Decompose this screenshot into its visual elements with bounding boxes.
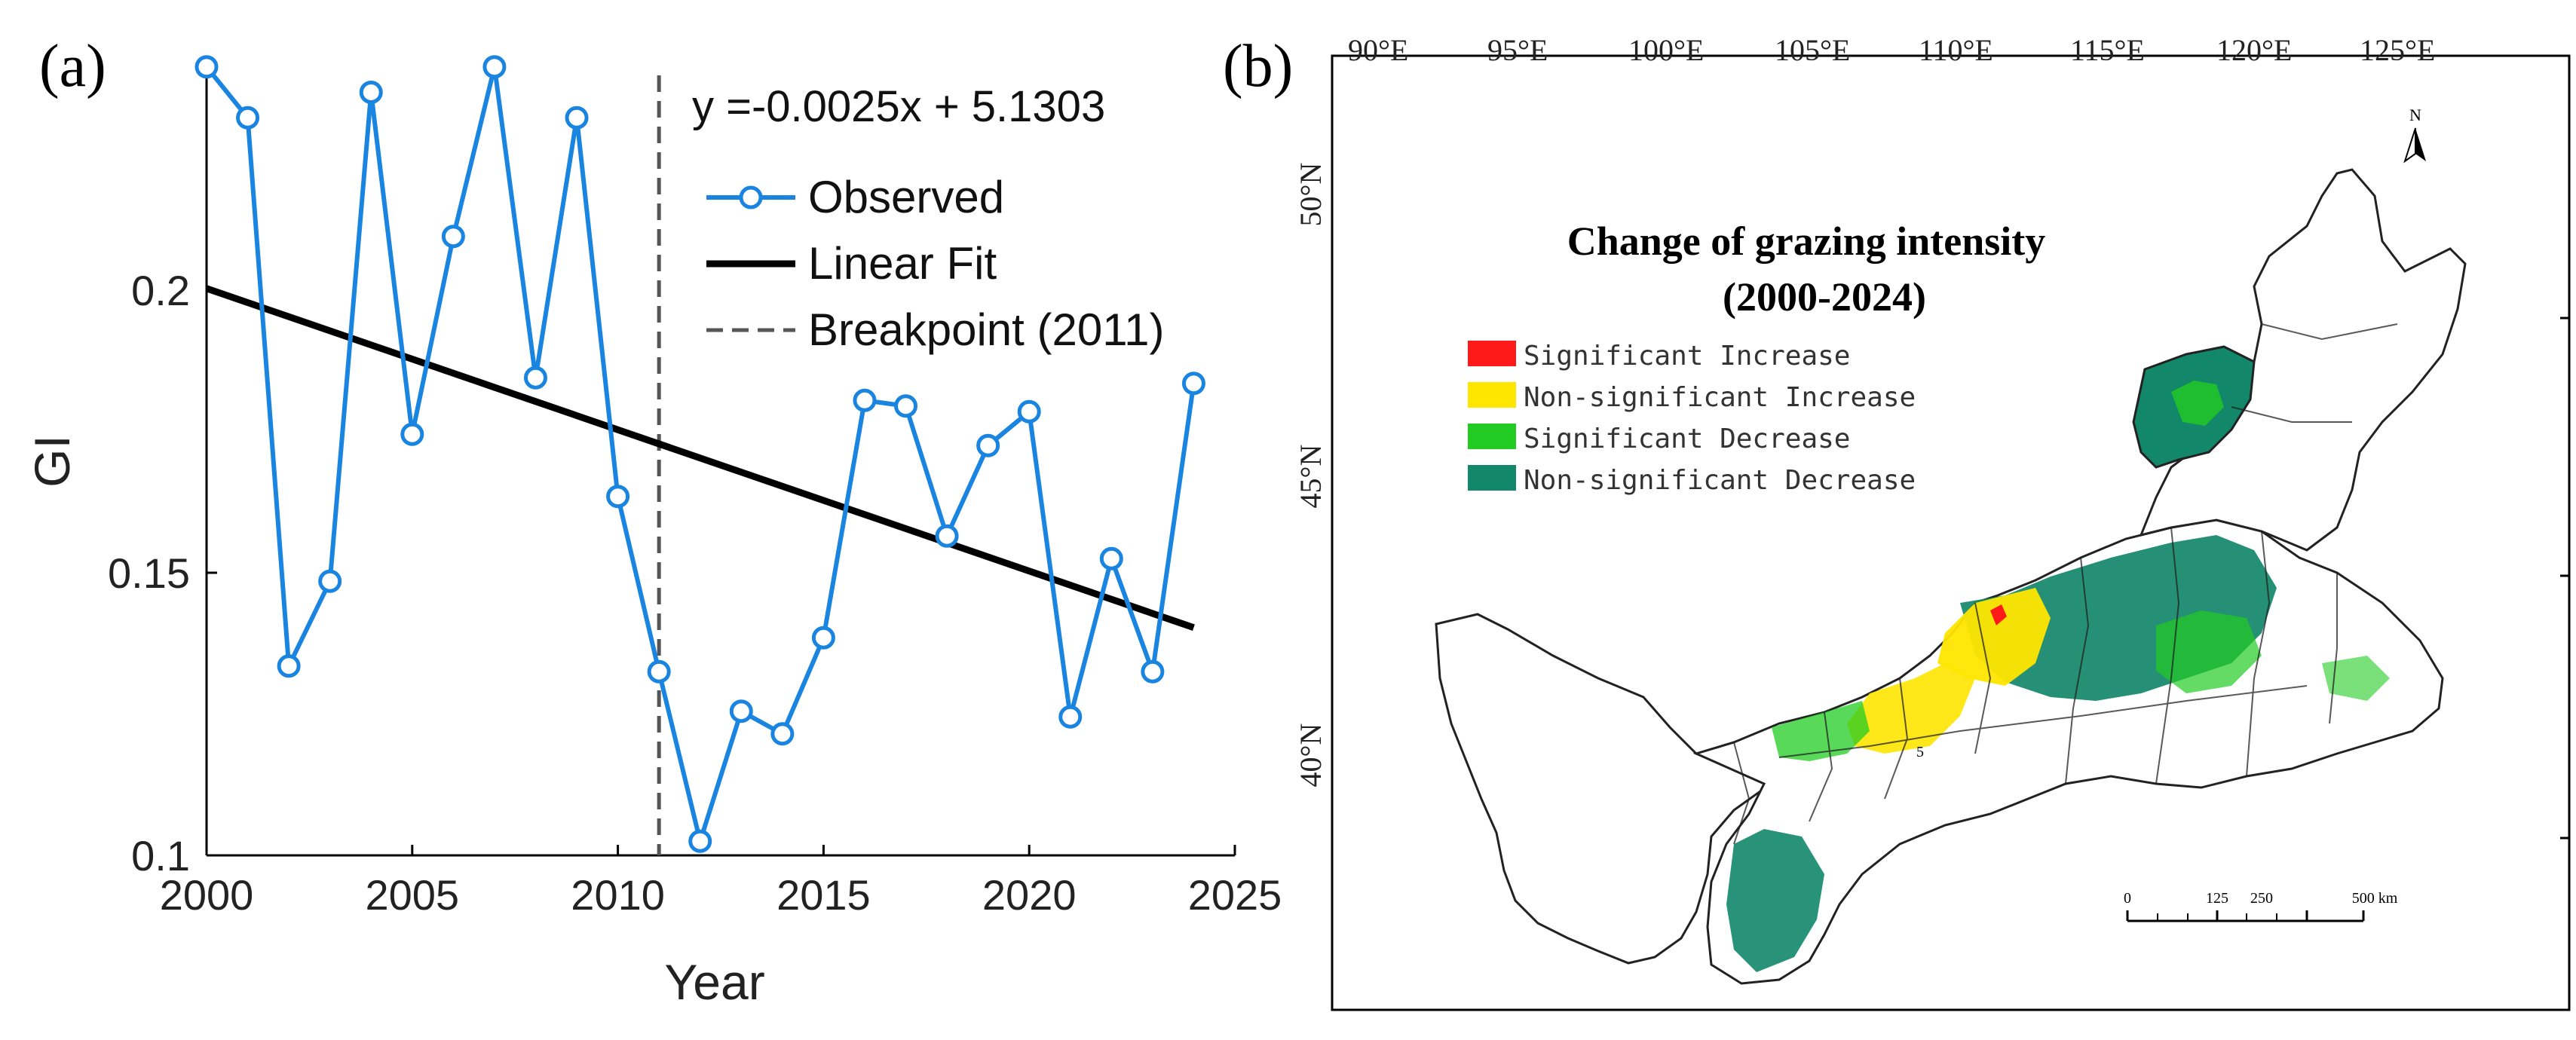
legend-swatch-nonsig-increase (1468, 382, 1516, 408)
x-tick-label: 2020 (982, 871, 1077, 919)
observed-point (482, 55, 507, 79)
x-tick-label: 2010 (571, 871, 665, 919)
north-label: N (2409, 106, 2421, 124)
observed-point (770, 722, 795, 746)
map-title-line1: Change of grazing intensity (1567, 219, 2046, 264)
legend-breakpoint-label: Breakpoint (2011) (808, 304, 1165, 355)
y-ticks: 0.1 0.15 0.2 (108, 267, 217, 879)
observed-point (894, 394, 918, 418)
panel-b-label: (b) (1223, 33, 1293, 99)
lon-label: 110°E (1919, 33, 1993, 67)
observed-point (1017, 399, 1041, 424)
y-tick-label: 0.1 (131, 832, 190, 879)
scale-bar: 0 125 250 500 km (2124, 890, 2398, 922)
observed-point (400, 422, 424, 446)
x-ticks: 2000 2005 2010 2015 2020 2025 (160, 845, 1282, 919)
legend-label-sig-decrease: Significant Decrease (1524, 424, 1850, 454)
longitude-labels: 90°E 95°E 100°E 105°E 110°E 115°E 120°E … (1348, 33, 2435, 67)
cover-sig-increase (1990, 604, 2007, 626)
lon-label: 95°E (1487, 33, 1548, 67)
map-region-west (1435, 613, 1781, 965)
cover-sig-decrease (2322, 656, 2390, 701)
legend-swatch-nonsig-decrease (1468, 465, 1516, 491)
lon-label: 105°E (1775, 33, 1850, 67)
inner-mongolia-map: 5 (1435, 168, 2467, 985)
x-tick-label: 2025 (1188, 871, 1282, 919)
observed-point (1099, 546, 1123, 570)
lat-label: 40°N (1294, 723, 1328, 788)
legend-observed-marker (739, 185, 763, 210)
x-tick-label: 2005 (366, 871, 460, 919)
observed-point (236, 106, 260, 130)
lat-label: 45°N (1294, 445, 1328, 509)
observed-point (277, 654, 301, 678)
cover-nonsig-decrease (1726, 829, 1824, 972)
x-tick-label: 2015 (776, 871, 871, 919)
cover-sig-decrease (1772, 701, 1870, 761)
scale-tick-label: 125 (2206, 890, 2228, 907)
x-axis-label: Year (664, 954, 764, 1010)
lon-label: 90°E (1348, 33, 1408, 67)
y-tick-label: 0.15 (108, 549, 190, 597)
legend-label-nonsig-increase: Non-significant Increase (1524, 382, 1916, 413)
y-tick-label: 0.2 (131, 267, 190, 314)
observed-point (359, 81, 383, 104)
panel-a-label: (a) (39, 33, 106, 99)
observed-point (606, 485, 630, 509)
chart-legend: Observed Linear Fit Breakpoint (2011) (706, 172, 1165, 355)
observed-point (688, 829, 712, 853)
latitude-labels: 50°N 45°N 40°N (1294, 163, 2569, 840)
fit-equation: y =-0.0025x + 5.1303 (692, 82, 1105, 131)
north-arrow-icon: N (2403, 106, 2426, 164)
observed-point (441, 225, 465, 249)
observed-point (647, 659, 671, 684)
scale-tick-label: 250 (2250, 890, 2273, 907)
region-label: 5 (1916, 744, 1924, 760)
observed-point (1141, 659, 1165, 684)
observed-point (523, 366, 547, 390)
observed-point (811, 626, 835, 650)
cover-nonsig-increase (1847, 663, 1975, 754)
observed-point (318, 569, 342, 593)
panel-a: (a) 2000 2005 2010 2015 2020 2025 0.1 0.15 0.2 … (24, 33, 1282, 1010)
lon-label: 125°E (2360, 33, 2435, 67)
observed-point (853, 388, 877, 412)
map-legend: Significant Increase Non-significant Inc… (1468, 341, 1916, 496)
observed-point (935, 524, 959, 548)
legend-swatch-sig-decrease (1468, 424, 1516, 449)
cover-nonsig-increase (1937, 588, 2051, 686)
observed-point (195, 55, 219, 79)
observed-point (565, 106, 589, 130)
legend-label-sig-increase: Significant Increase (1524, 341, 1850, 372)
lat-label: 50°N (1294, 163, 1328, 227)
panel-b: (b) 90°E 95°E 100°E 105°E 110°E 115°E 12… (1223, 33, 2571, 1011)
observed-point (729, 699, 753, 723)
observed-point (976, 433, 1000, 457)
legend-observed-label: Observed (808, 172, 1004, 222)
scale-tick-label: 0 (2124, 890, 2131, 907)
lon-label: 115°E (2070, 33, 2145, 67)
observed-markers (195, 55, 1205, 853)
line-chart: 2000 2005 2010 2015 2020 2025 0.1 0.15 0.2 Year… (24, 55, 1282, 1010)
observed-series-line (204, 64, 1196, 844)
y-axis-label: GI (24, 435, 80, 488)
legend-fit-label: Linear Fit (808, 238, 997, 289)
scale-tick-label: 500 km (2352, 890, 2398, 907)
legend-label-nonsig-decrease: Non-significant Decrease (1524, 465, 1916, 496)
x-tick-label: 2000 (160, 871, 254, 919)
legend-swatch-sig-increase (1468, 341, 1516, 366)
lon-label: 120°E (2216, 33, 2292, 67)
lon-label: 100°E (1628, 33, 1704, 67)
linear-fit-line (205, 285, 1195, 632)
map-title-line2: (2000-2024) (1723, 274, 1926, 320)
cover-sig-decrease (2156, 610, 2262, 693)
observed-point (1181, 372, 1205, 396)
observed-point (1058, 705, 1083, 729)
